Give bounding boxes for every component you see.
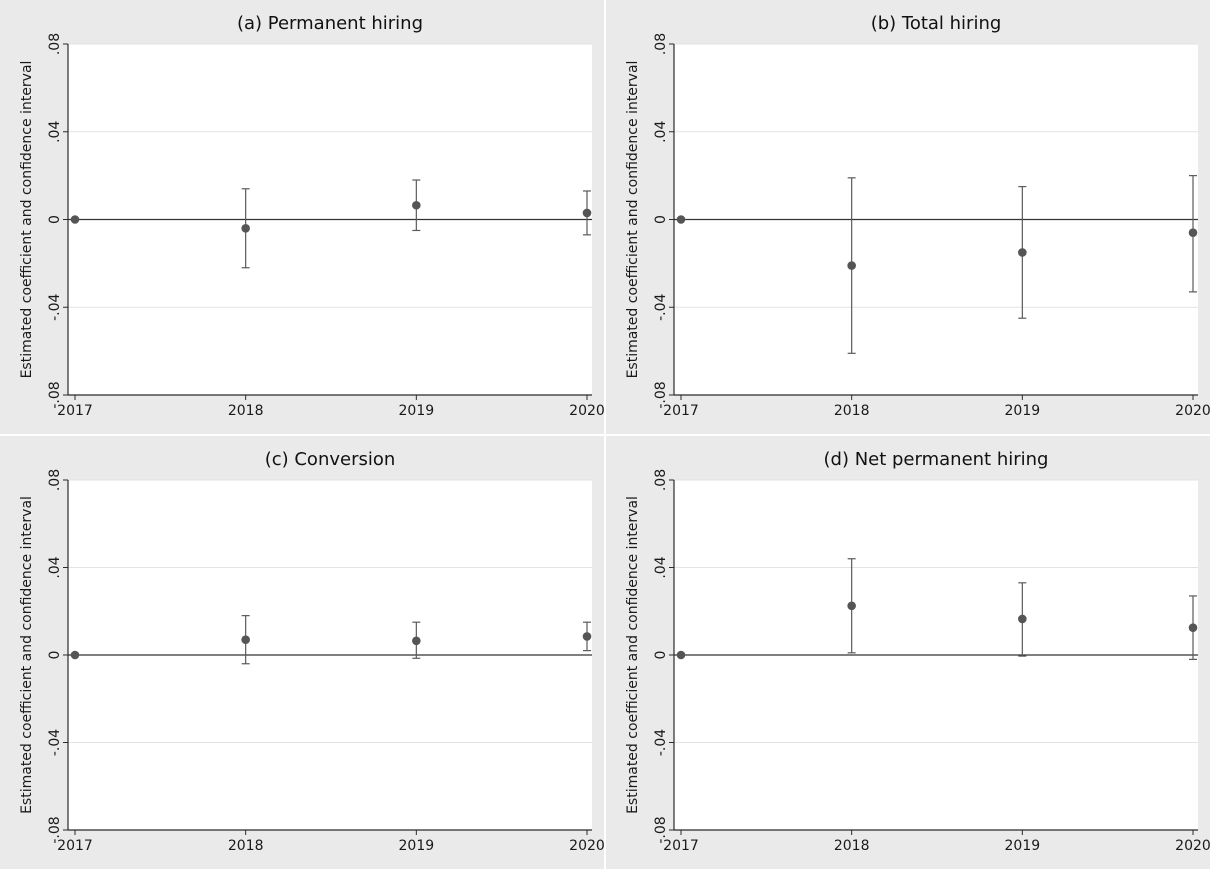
y-tick-label: -.08 xyxy=(653,816,669,843)
y-tick-label: 0 xyxy=(47,651,63,660)
x-tick-label: 2017 xyxy=(57,403,93,419)
panel-title: (b) Total hiring xyxy=(871,13,1002,34)
point-estimate xyxy=(70,650,80,660)
panel-title: (c) Conversion xyxy=(265,449,396,470)
y-tick-label: -.08 xyxy=(653,381,669,408)
panel-title: (d) Net permanent hiring xyxy=(824,449,1049,470)
y-tick-label: -.08 xyxy=(47,816,63,843)
y-tick-label: 0 xyxy=(653,651,669,660)
y-tick-label: .08 xyxy=(47,469,63,491)
point-estimate xyxy=(676,215,686,224)
x-tick-label: 2019 xyxy=(399,403,435,419)
y-tick-label: 0 xyxy=(47,215,63,224)
y-tick-label: .08 xyxy=(653,33,669,55)
y-axis-title: Estimated coefficient and confidence int… xyxy=(625,61,641,379)
x-tick-label: 2019 xyxy=(1005,838,1041,854)
y-axis-title: Estimated coefficient and confidence int… xyxy=(625,496,641,814)
y-tick-label: -.08 xyxy=(47,381,63,408)
y-tick-label: .04 xyxy=(47,556,63,578)
y-tick-label: .08 xyxy=(47,33,63,55)
point-estimate xyxy=(1188,623,1198,632)
chart-svg: .08 .04 0 -.04 -.08 Estimated coefficient and… xyxy=(0,0,604,434)
y-tick-label: -.04 xyxy=(47,294,63,321)
x-tick-label: 2018 xyxy=(834,403,870,419)
x-tick-label: 2017 xyxy=(57,838,93,854)
x-tick-label: 2020 xyxy=(569,838,604,854)
y-tick-label: -.04 xyxy=(653,729,669,756)
y-tick-label: .08 xyxy=(653,469,669,491)
x-tick-label: 2018 xyxy=(228,838,264,854)
point-estimate xyxy=(1018,614,1027,624)
panel-title: (a) Permanent hiring xyxy=(237,13,423,34)
point-estimate xyxy=(676,650,686,660)
y-axis-title: Estimated coefficient and confidence int… xyxy=(19,496,35,814)
point-estimate xyxy=(241,223,250,233)
point-estimate xyxy=(847,601,856,611)
point-estimate xyxy=(582,208,592,218)
y-axis-title: Estimated coefficient and confidence int… xyxy=(19,61,35,379)
point-estimate xyxy=(1018,248,1027,257)
x-tick-label: 2017 xyxy=(663,403,699,419)
chart-svg: .08 .04 0 -.04 -.08 Estimated coefficient and… xyxy=(0,436,604,869)
y-tick-label: .04 xyxy=(47,121,63,143)
y-tick-label: -.04 xyxy=(47,729,63,756)
point-estimate xyxy=(412,636,421,646)
x-tick-label: 2020 xyxy=(1175,403,1210,419)
panel-net-permanent-hiring: .08 .04 0 -.04 -.08 Estimated coefficient and… xyxy=(606,436,1210,869)
panel-total-hiring: .08 .04 0 -.04 -.08 Estimated coefficient and… xyxy=(606,0,1210,434)
x-tick-label: 2020 xyxy=(569,403,604,419)
point-estimate xyxy=(412,200,421,210)
point-estimate xyxy=(241,635,250,644)
point-estimate xyxy=(847,261,856,270)
y-tick-label: -.04 xyxy=(653,294,669,321)
chart-svg: .08 .04 0 -.04 -.08 Estimated coefficient and… xyxy=(606,0,1210,434)
chart-svg: .08 .04 0 -.04 -.08 Estimated coefficient and… xyxy=(606,436,1210,869)
panel-permanent-hiring: .08 .04 0 -.04 -.08 Estimated coefficient and… xyxy=(0,0,604,434)
x-tick-label: 2020 xyxy=(1175,838,1210,854)
point-estimate xyxy=(70,215,80,224)
panel-conversion: .08 .04 0 -.04 -.08 Estimated coefficient and… xyxy=(0,436,604,869)
x-tick-label: 2019 xyxy=(399,838,435,854)
x-tick-label: 2018 xyxy=(834,838,870,854)
y-tick-label: .04 xyxy=(653,556,669,578)
y-tick-label: .04 xyxy=(653,121,669,143)
x-tick-label: 2019 xyxy=(1005,403,1041,419)
point-estimate xyxy=(1188,228,1198,237)
x-tick-label: 2017 xyxy=(663,838,699,854)
y-tick-label: 0 xyxy=(653,215,669,224)
x-tick-label: 2018 xyxy=(228,403,264,419)
point-estimate xyxy=(582,632,592,641)
